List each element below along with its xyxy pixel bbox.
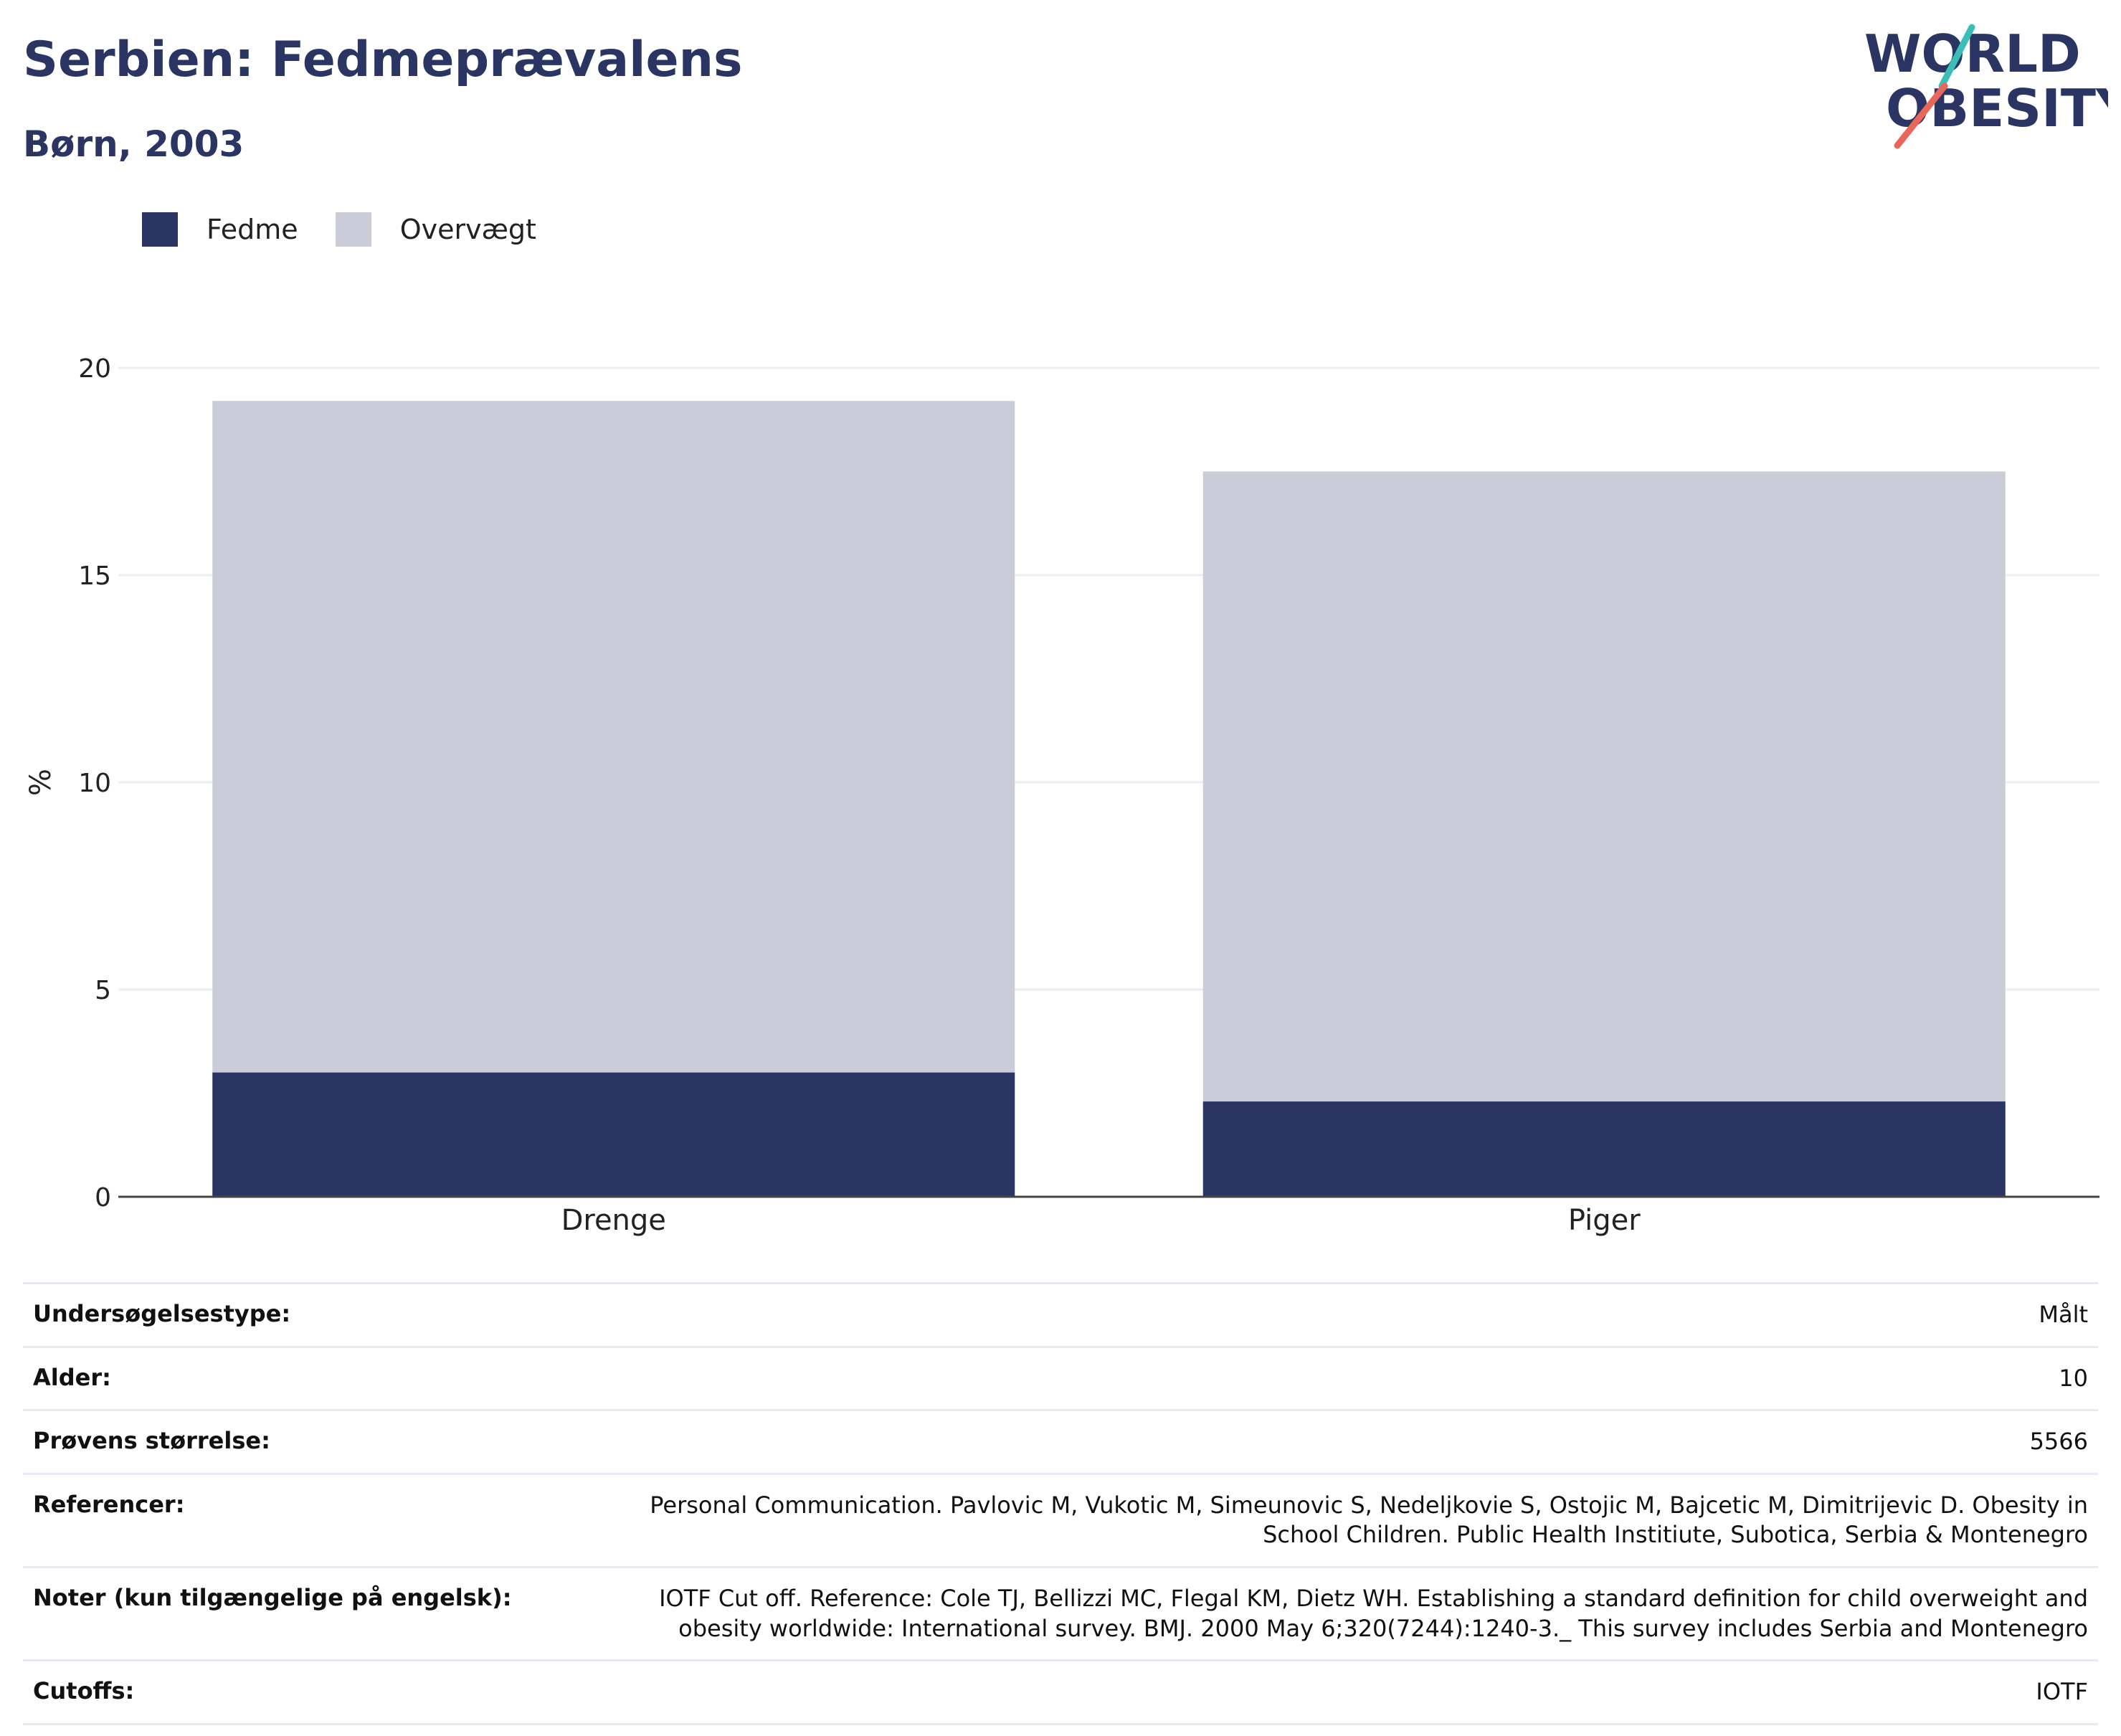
world-obesity-logo: WORLD OBESITY [1864, 24, 2108, 149]
legend-item-fedme[interactable]: Fedme [142, 212, 298, 247]
info-row-age: Alder: 10 [23, 1345, 2098, 1412]
y-axis-title: % [24, 769, 57, 796]
info-label: Alder: [23, 1345, 559, 1412]
info-value: 5566 [559, 1409, 2098, 1475]
y-tick-label: 10 [78, 769, 111, 798]
info-value: IOTF Cut off. Reference: Cole TJ, Belliz… [559, 1565, 2098, 1662]
page-title: Serbien: Fedmeprævalens [23, 32, 743, 88]
info-row-cutoffs: Cutoffs: IOTF [23, 1659, 2098, 1725]
legend-label-fedme: Fedme [207, 214, 298, 245]
x-tick-label: Drenge [561, 1204, 666, 1237]
page-subtitle: Børn, 2003 [23, 123, 245, 165]
logo-accent-red [1894, 82, 1948, 149]
y-tick-label: 5 [95, 976, 111, 1005]
info-value: Personal Communication. Pavlovic M, Vuko… [559, 1472, 2098, 1568]
info-row-references: Referencer: Personal Communication. Pavl… [23, 1472, 2098, 1568]
legend-swatch-fedme [142, 212, 178, 247]
x-tick-label: Piger [1568, 1204, 1641, 1237]
info-value: Målt [559, 1282, 2098, 1348]
bar-overv-gt-drenge [212, 401, 1015, 1073]
info-label: Undersøgelsestype: [23, 1282, 559, 1348]
logo-line-2: OBESITY [1886, 78, 2108, 138]
bar-fedme-drenge [212, 1072, 1015, 1197]
info-label: Referencer: [23, 1472, 559, 1568]
info-value: 10 [559, 1345, 2098, 1412]
y-tick-label: 15 [78, 561, 111, 591]
info-label: Cutoffs: [23, 1659, 559, 1725]
logo-accent-teal [1938, 24, 1975, 90]
info-value: IOTF [559, 1659, 2098, 1725]
bar-chart: 0 5 10 15 20% Drenge Piger [24, 354, 2099, 1237]
legend-label-overvaegt: Overvægt [399, 214, 536, 245]
y-tick-label: 0 [95, 1183, 111, 1213]
survey-info-table: Undersøgelsestype: Målt Alder: 10 Prøven… [23, 1282, 2098, 1725]
info-row-sample-size: Prøvens størrelse: 5566 [23, 1409, 2098, 1475]
info-row-survey-type: Undersøgelsestype: Målt [23, 1282, 2098, 1348]
legend-item-overvaegt[interactable]: Overvægt [335, 212, 536, 247]
chart-legend: Fedme Overvægt [142, 212, 574, 247]
y-tick-label: 20 [78, 354, 111, 384]
bar-fedme-piger [1202, 1101, 2006, 1197]
bar-overv-gt-piger [1202, 471, 2006, 1102]
info-label: Noter (kun tilgængelige på engelsk): [23, 1565, 559, 1662]
info-row-notes: Noter (kun tilgængelige på engelsk): IOT… [23, 1565, 2098, 1662]
legend-swatch-overvaegt [335, 212, 371, 247]
info-label: Prøvens størrelse: [23, 1409, 559, 1475]
logo-line-1: WORLD [1864, 24, 2081, 84]
